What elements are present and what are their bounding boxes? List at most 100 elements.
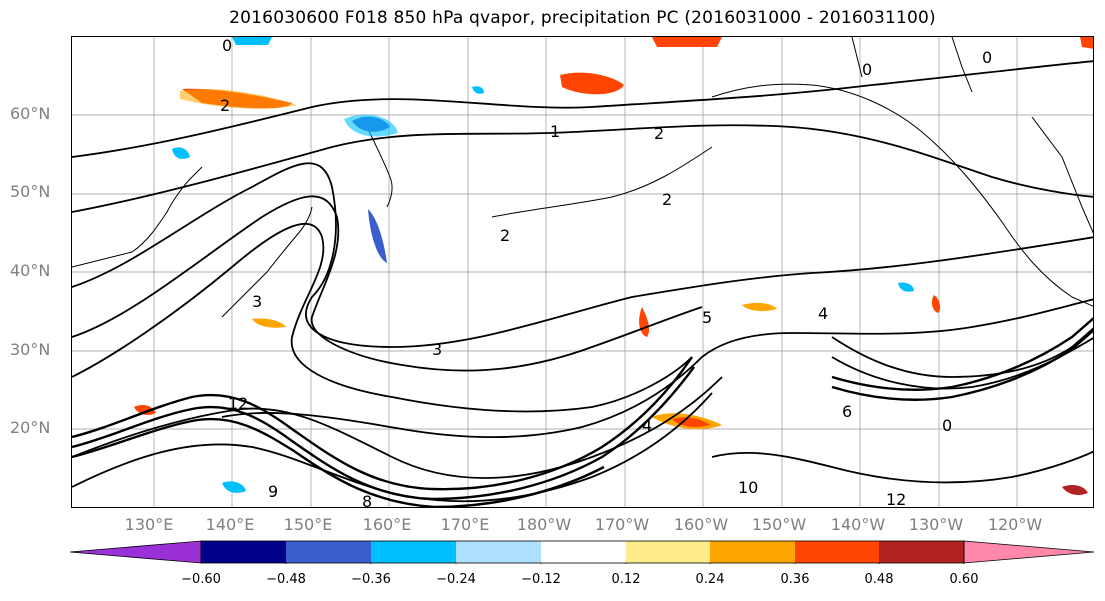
- colorbar-outline: [200, 540, 965, 564]
- lon-label-130e: 130°E: [124, 515, 174, 534]
- contour-label: 0: [982, 48, 992, 67]
- lat-label-50n: 50°N: [10, 182, 51, 201]
- contour-bundle: [72, 317, 1093, 507]
- lon-label-160e: 160°E: [362, 515, 412, 534]
- pc-negative-patch: [472, 86, 484, 94]
- contour-label: 5: [702, 308, 712, 327]
- lon-label-170e: 170°E: [440, 515, 490, 534]
- pc-positive-patch: [1062, 485, 1088, 495]
- contour-label: 12: [886, 490, 906, 508]
- contour-line: [72, 60, 1093, 158]
- pc-positive-patch: [672, 417, 710, 427]
- colorbar-svg: [69, 540, 1095, 567]
- colorbar-tick-label: 0.48: [864, 572, 894, 587]
- jet-contour: [72, 366, 695, 501]
- figure-title: 2016030600 F018 850 hPa qvapor, precipit…: [229, 8, 936, 28]
- lat-label-60n: 60°N: [10, 104, 51, 123]
- lat-label-30n: 30°N: [10, 340, 51, 359]
- colorbar-tick-label: 0.60: [949, 572, 979, 587]
- colorbar-bin: [795, 541, 879, 563]
- contour-label: 3: [432, 340, 442, 359]
- lat-label-40n: 40°N: [10, 261, 51, 280]
- qvapor-contours: [72, 60, 1093, 503]
- coastline-alaska: [711, 83, 1093, 307]
- contour-label: 2: [654, 124, 664, 143]
- lon-label-150w: 150°W: [751, 515, 807, 534]
- contour-line: [72, 162, 1093, 348]
- colorbar-tick-label: 0.36: [780, 572, 810, 587]
- pc-positive-patch: [180, 88, 297, 109]
- colorbar-extend-max: [963, 540, 1095, 564]
- colorbar-tick-label: 0.12: [611, 572, 641, 587]
- pc-negative-patch: [898, 282, 914, 292]
- contour-line: [72, 195, 703, 372]
- colorbar-tick-label: −0.60: [181, 572, 221, 587]
- contour-label: 9: [268, 482, 278, 501]
- colorbar-bin: [626, 541, 710, 563]
- colorbar-tick-label: −0.12: [521, 572, 561, 587]
- pc-negative-patch: [172, 147, 190, 159]
- lon-label-130w: 130°W: [908, 515, 964, 534]
- pc-positive-patch: [652, 37, 722, 47]
- contour-label: 2: [662, 190, 672, 209]
- coastline-canada: [851, 37, 1093, 234]
- lon-label-120w: 120°W: [987, 515, 1043, 534]
- contour-label: 1: [550, 122, 560, 141]
- lon-label-140w: 140°W: [830, 515, 886, 534]
- pc-positive-patch: [742, 302, 777, 312]
- lon-label-150e: 150°E: [283, 515, 333, 534]
- pc-negative-patch: [232, 37, 272, 45]
- pc-positive-patch: [252, 318, 286, 328]
- lon-label-140e: 140°E: [205, 515, 255, 534]
- contour-line: [711, 450, 1093, 484]
- colorbar-tick-label: 0.24: [695, 572, 725, 587]
- coastline-aleutians: [491, 146, 713, 218]
- colorbar-tick-label: −0.24: [436, 572, 476, 587]
- coastline-japan: [221, 206, 313, 318]
- jet-contour: [72, 417, 605, 507]
- lon-label-160w: 160°W: [673, 515, 729, 534]
- contour-label: 0: [862, 60, 872, 79]
- jet-contour: [831, 317, 1093, 391]
- lon-label-180w: 180°W: [516, 515, 572, 534]
- contour-label: 10: [738, 478, 758, 497]
- pc-negative-patch: [222, 481, 246, 493]
- colorbar-bin: [201, 541, 286, 563]
- contour-line: [221, 298, 1093, 438]
- lon-label-170w: 170°W: [594, 515, 650, 534]
- coastline-asia: [72, 166, 203, 268]
- contour-line: [72, 376, 723, 479]
- contour-label: 8: [362, 492, 372, 508]
- colorbar-tick-label: −0.48: [266, 572, 306, 587]
- colorbar-extend-min: [69, 540, 202, 564]
- jet-contour: [831, 329, 1093, 401]
- colorbar-tick-label: −0.36: [351, 572, 391, 587]
- colorbar-bin: [371, 541, 456, 563]
- contour-label: 12: [228, 394, 248, 413]
- contour-label: 2: [500, 226, 510, 245]
- contour-label: 0: [942, 416, 952, 435]
- lat-label-20n: 20°N: [10, 418, 51, 437]
- contour-label: 3: [252, 292, 262, 311]
- jet-contour: [72, 356, 693, 491]
- contour-line: [72, 222, 693, 413]
- colorbar-bin: [541, 541, 626, 563]
- pc-positive-patch: [931, 295, 941, 313]
- colorbar-bin: [286, 541, 371, 563]
- colorbar-bin: [710, 541, 795, 563]
- contour-label: 6: [842, 402, 852, 421]
- contour-label: 4: [818, 304, 828, 323]
- pc-positive-patch: [134, 405, 156, 415]
- coastlines: [72, 37, 1093, 318]
- pc-positive-patch: [639, 307, 650, 337]
- colorbar-bin: [879, 541, 964, 563]
- contour-label: 4: [642, 416, 652, 435]
- contour-labels: 0 0 0 0 1 2 2 2 2 3 3 4 4 5 6 8 9 10 12 …: [220, 37, 992, 508]
- pc-negative-patch: [344, 114, 398, 137]
- contour-line: [72, 124, 1093, 213]
- colorbar: [69, 540, 1095, 568]
- contour-line: [831, 337, 1093, 390]
- pc-shading: [134, 37, 1093, 495]
- pc-positive-patch: [560, 72, 624, 95]
- pc-positive-patch: [1080, 37, 1093, 49]
